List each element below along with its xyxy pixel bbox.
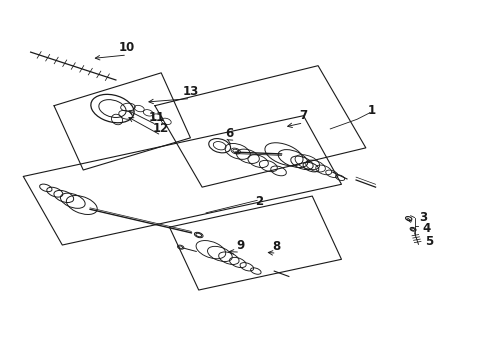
Text: 10: 10	[119, 41, 135, 54]
Text: 2: 2	[256, 195, 264, 208]
Text: 9: 9	[236, 239, 244, 252]
Text: 7: 7	[299, 109, 308, 122]
Text: 12: 12	[153, 122, 170, 135]
Text: 5: 5	[425, 235, 433, 248]
Text: 11: 11	[148, 111, 165, 124]
Text: 8: 8	[272, 240, 281, 253]
Text: 6: 6	[225, 127, 234, 140]
Text: 3: 3	[419, 211, 427, 224]
Text: 13: 13	[182, 85, 198, 98]
Text: 4: 4	[422, 222, 430, 235]
Text: 1: 1	[368, 104, 376, 117]
